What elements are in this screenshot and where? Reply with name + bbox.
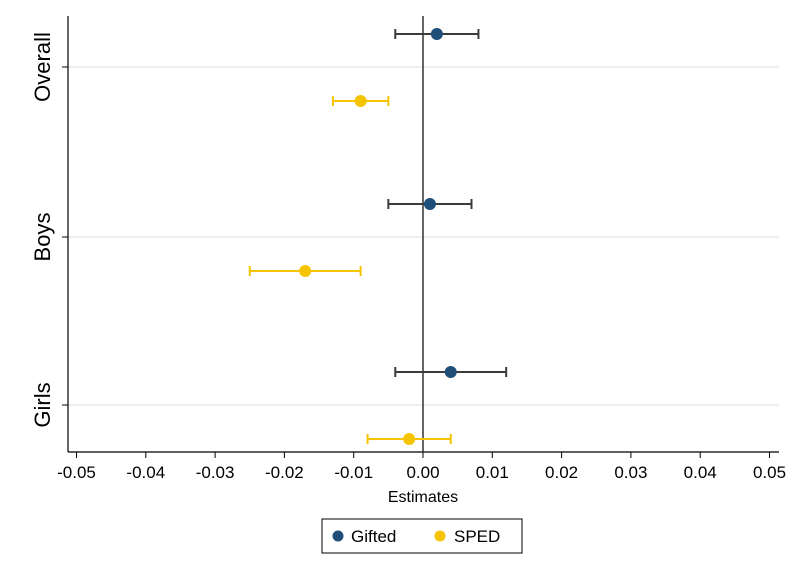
legend-label-sped: SPED (454, 527, 500, 546)
x-tick-label: 0.03 (614, 463, 647, 482)
x-ticks: -0.05 -0.04 -0.03 -0.02 -0.01 0.00 0.01 0.02 0.0… (57, 452, 786, 482)
category-label: Boys (30, 213, 55, 262)
x-axis-title: Estimates (388, 489, 458, 506)
x-tick-label: 0.01 (476, 463, 509, 482)
category-labels: Overall Boys Girls (30, 32, 68, 428)
point-estimate (354, 95, 367, 107)
point-estimate (423, 198, 436, 210)
x-tick-label: 0.02 (545, 463, 578, 482)
point-estimate (403, 433, 416, 445)
x-tick-label: -0.02 (265, 463, 304, 482)
x-tick-label: -0.01 (334, 463, 373, 482)
x-tick-label: 0.00 (406, 463, 439, 482)
legend-box (321, 518, 523, 554)
legend-marker-gifted (332, 530, 344, 542)
x-tick-label: -0.04 (126, 463, 165, 482)
point-estimate (299, 265, 312, 277)
category-label: Girls (30, 382, 55, 427)
x-tick-label: 0.05 (753, 463, 786, 482)
x-tick-label: -0.05 (57, 463, 96, 482)
point-estimate (444, 366, 457, 378)
legend-marker-sped (434, 530, 446, 542)
x-tick-label: 0.04 (684, 463, 717, 482)
point-estimate (430, 28, 443, 40)
legend: Gifted SPED (321, 518, 523, 554)
estimates (248, 28, 508, 445)
x-tick-label: -0.03 (196, 463, 235, 482)
category-label: Overall (30, 32, 55, 102)
legend-label-gifted: Gifted (351, 527, 396, 546)
